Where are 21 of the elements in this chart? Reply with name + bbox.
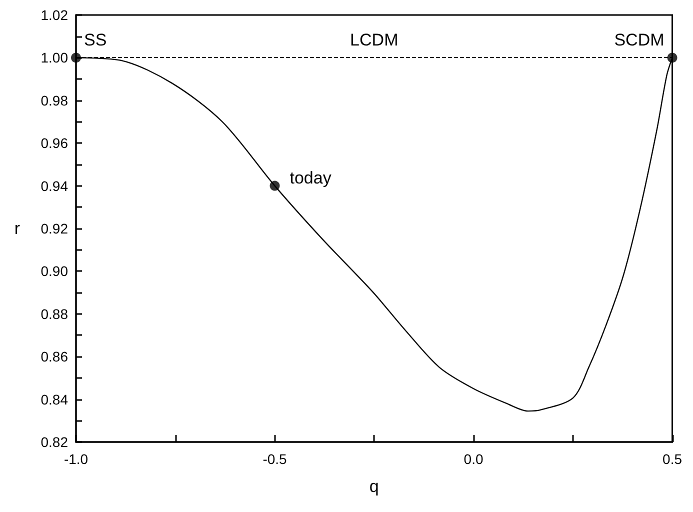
y-tick-label: 0.98: [40, 92, 68, 108]
y-tick-label: 0.82: [40, 434, 68, 450]
y-tick-label: 0.94: [40, 178, 68, 194]
y-tick-label: 0.90: [40, 263, 68, 280]
y-tick-label: 0.92: [40, 220, 68, 236]
y-tick-label: 0.88: [40, 306, 68, 322]
x-tick-label: -1.0: [64, 451, 88, 467]
y-tick-label: 1.00: [40, 50, 68, 66]
annotation: SS: [84, 30, 107, 50]
annotation: SCDM: [614, 30, 664, 50]
x-axis-title: q: [369, 477, 379, 496]
x-tick-label: 0.0: [464, 451, 484, 467]
y-tick-label: 0.96: [40, 135, 68, 152]
annotation: today: [290, 168, 332, 188]
y-tick-label: 0.84: [40, 391, 68, 408]
x-tick-label: -0.5: [262, 451, 288, 467]
y-axis-title: r: [14, 219, 20, 238]
x-tick-label: 0.5: [662, 451, 682, 467]
y-tick-label: 0.86: [40, 348, 68, 365]
y-tick-label: 1.02: [40, 7, 68, 23]
annotation: LCDM: [350, 30, 398, 50]
